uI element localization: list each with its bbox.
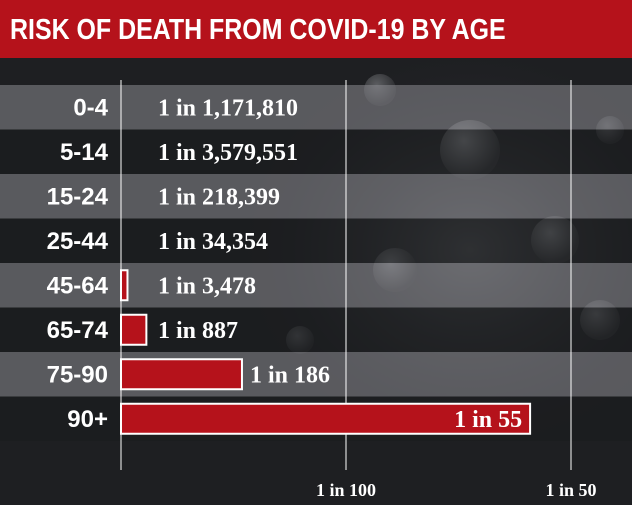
row-band [0,85,632,130]
bar [120,313,148,346]
row-band [0,307,632,352]
row-band [0,129,632,174]
bar [120,358,243,391]
category-label: 65-74 [47,317,109,344]
category-label: 5-14 [60,139,109,166]
value-label: 1 in 887 [158,318,238,344]
category-label: 15-24 [47,183,109,210]
value-label: 1 in 186 [250,362,330,388]
value-label: 1 in 218,399 [158,184,280,210]
value-label: 1 in 34,354 [158,229,268,255]
bar [120,402,532,435]
chart-title: RISK OF DEATH FROM COVID-19 BY AGE [10,14,506,46]
title-bar: RISK OF DEATH FROM COVID-19 BY AGE [0,0,632,58]
value-label: 1 in 3,478 [158,273,256,299]
row-band [0,218,632,263]
value-label: 1 in 3,579,551 [158,140,298,166]
row-band [0,174,632,219]
value-label: 1 in 55 [454,407,522,433]
category-label: 25-44 [47,228,109,255]
category-label: 90+ [67,406,108,433]
x-tick-label: 1 in 50 [545,480,596,500]
bar [120,269,129,302]
x-tick-label: 1 in 100 [316,480,376,500]
value-label: 1 in 1,171,810 [158,95,298,121]
category-label: 0-4 [73,94,108,121]
row-band [0,352,632,397]
category-label: 45-64 [47,272,109,299]
category-label: 75-90 [47,361,108,388]
row-band [0,263,632,308]
